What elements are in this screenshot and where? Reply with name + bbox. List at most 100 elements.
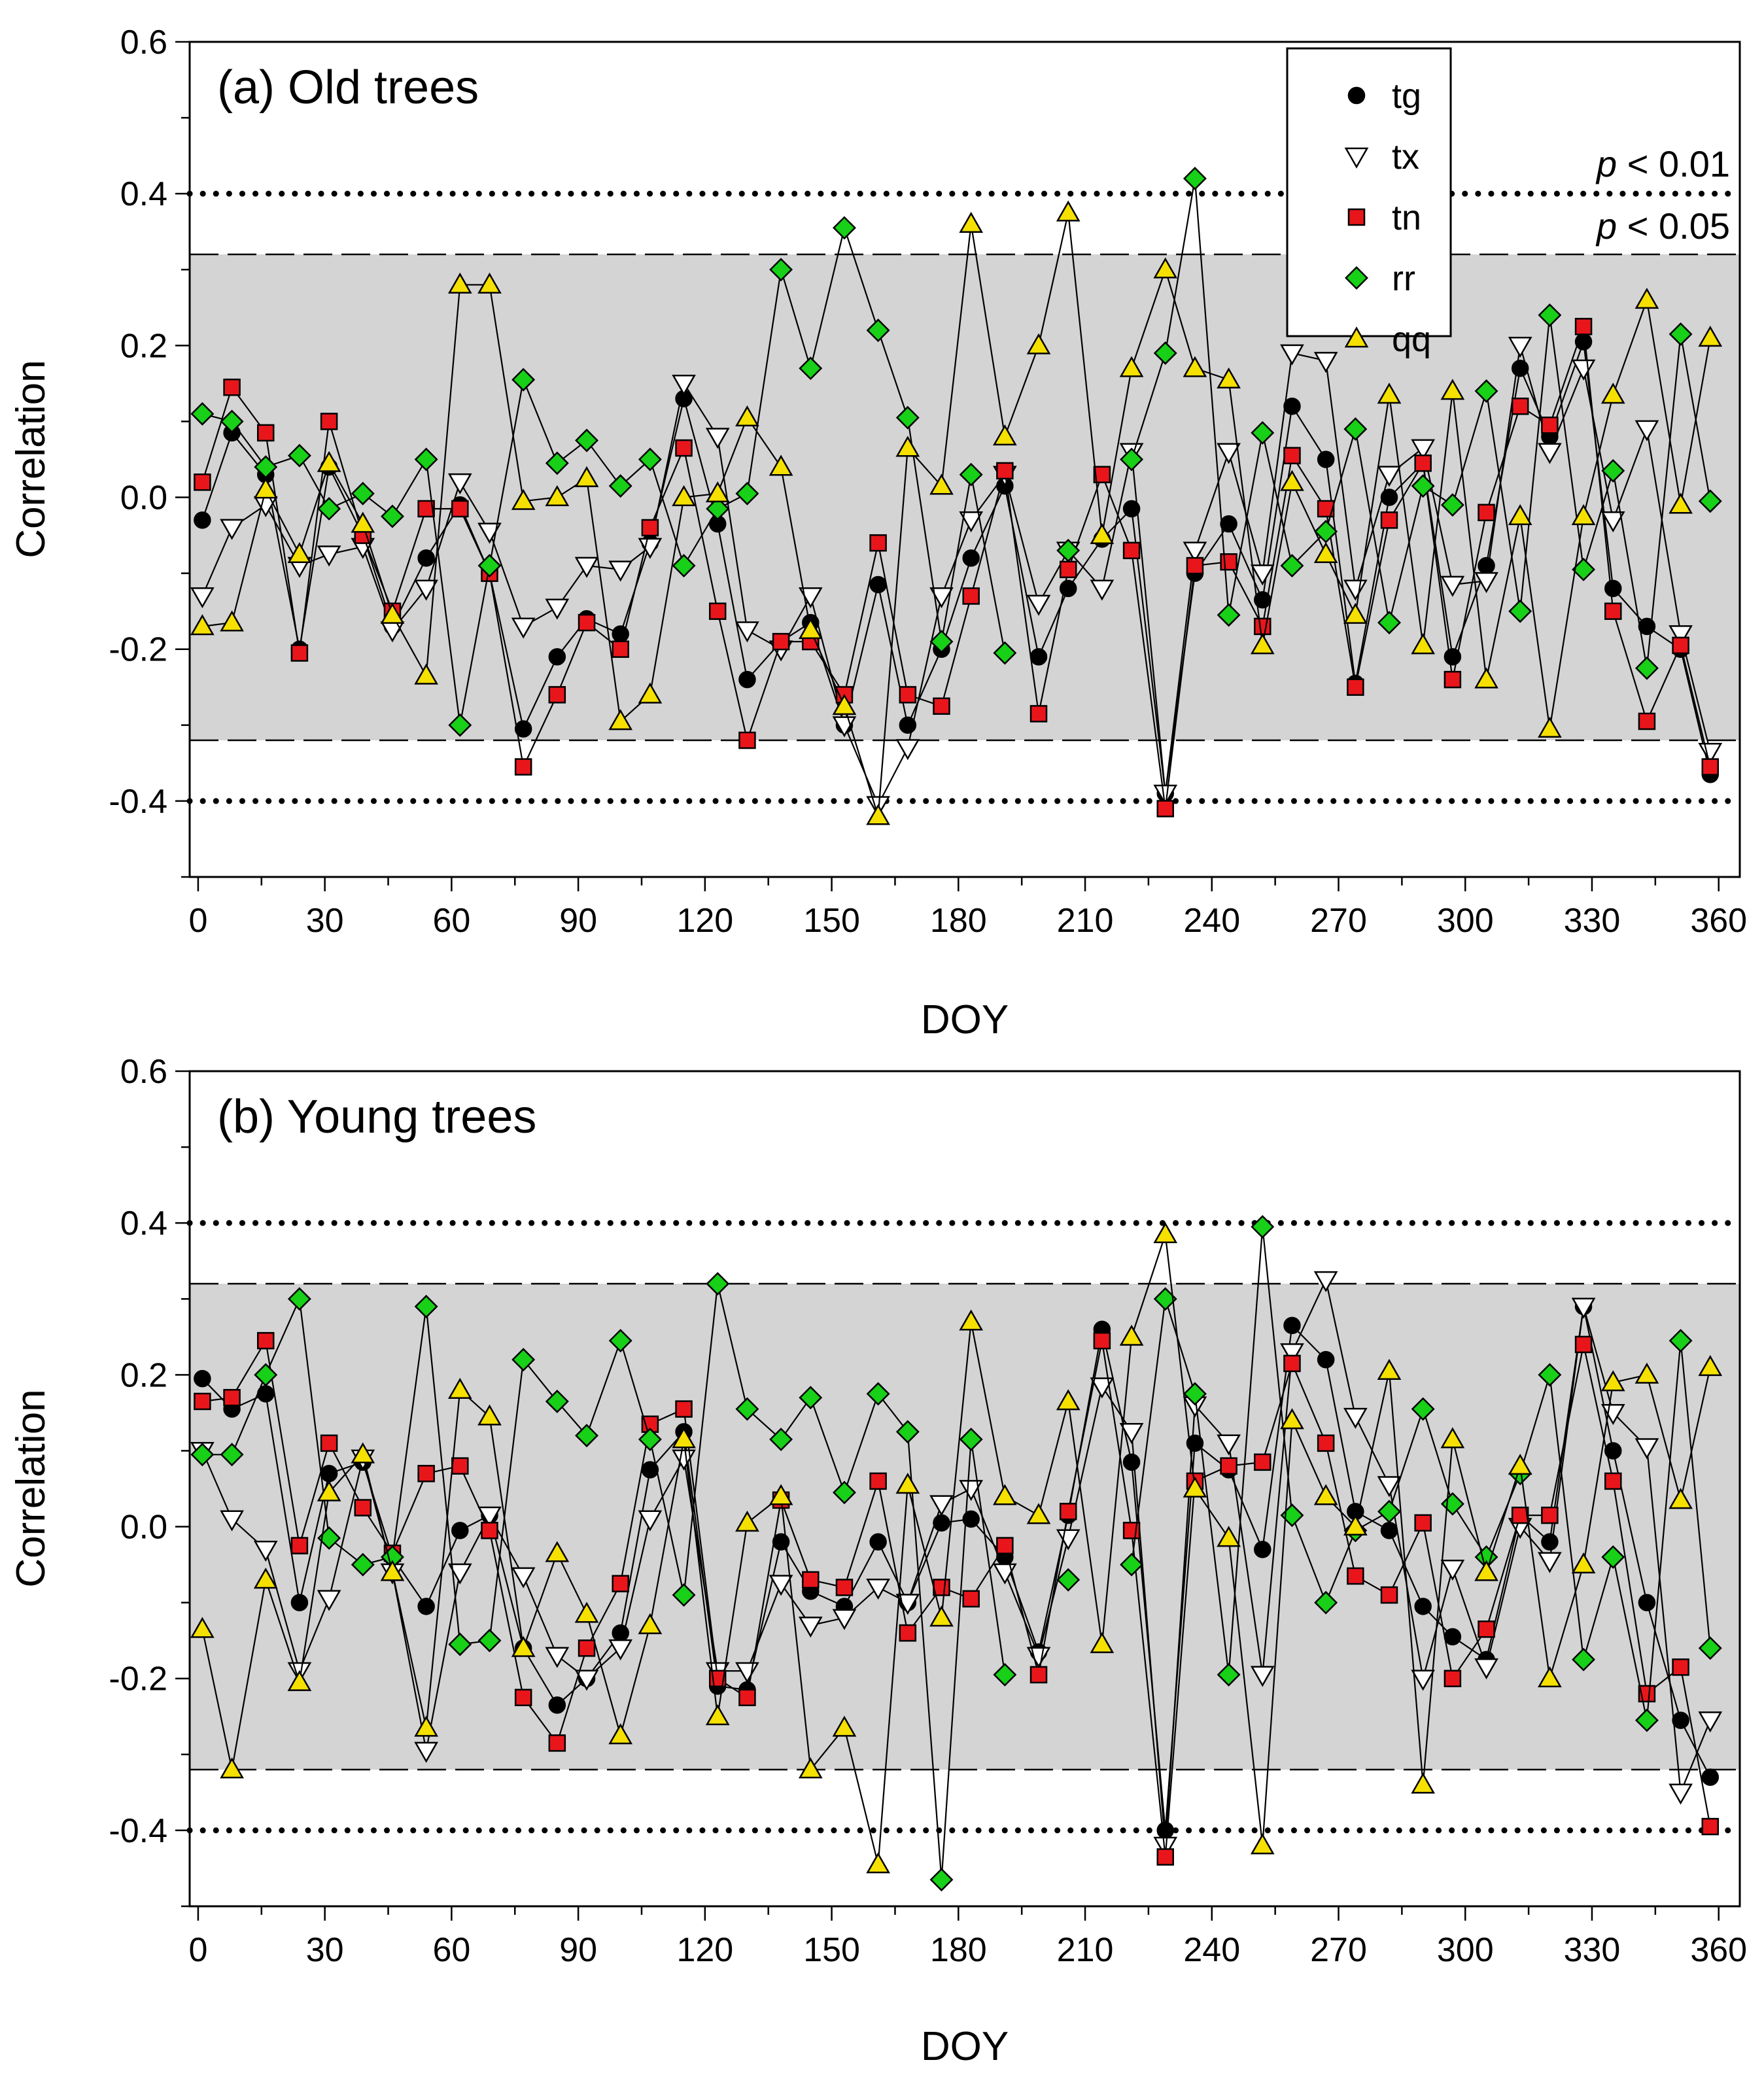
data-point-rr (832, 216, 856, 240)
y-tick-label: 0.4 (120, 175, 167, 213)
data-point-rr (832, 1481, 856, 1505)
data-point-tx (220, 519, 244, 540)
data-point-qq (447, 1377, 472, 1399)
data-point-rr (545, 451, 569, 475)
data-point-qq (1217, 1526, 1241, 1547)
data-point-qq (545, 1541, 570, 1562)
data-point-rr (1377, 1500, 1401, 1524)
data-point-qq (253, 477, 278, 499)
x-tick-label: 300 (1437, 902, 1494, 940)
x-tick-label: 180 (930, 1931, 987, 1969)
data-point-qq (545, 485, 570, 506)
data-point-tn (1444, 1670, 1462, 1687)
data-point-tn (835, 1579, 854, 1596)
data-point-tx (1217, 1434, 1241, 1456)
data-point-rr (190, 1443, 215, 1467)
data-point-rr (1056, 1568, 1081, 1592)
data-point-tn (1511, 397, 1529, 415)
data-point-rr (317, 496, 341, 521)
data-point-tx (1153, 1836, 1178, 1858)
data-point-qq (959, 1309, 984, 1331)
data-point-tn (1701, 1817, 1720, 1836)
data-point-tn (1156, 800, 1174, 817)
p001-label-p: p (1595, 143, 1617, 184)
data-point-tn (1380, 1586, 1398, 1604)
data-point-tx (1634, 420, 1659, 441)
data-point-tn (1574, 1335, 1593, 1354)
data-point-tx (1119, 1423, 1144, 1445)
data-point-rr (769, 258, 793, 282)
data-point-tx (769, 1575, 793, 1596)
data-point-tx (1250, 564, 1275, 586)
legend-marker-qq (1344, 326, 1369, 348)
data-point-tx (447, 1563, 472, 1585)
data-point-qq (1411, 1772, 1436, 1794)
data-point-tn (1380, 511, 1398, 529)
y-tick-label: 0.0 (120, 1509, 167, 1547)
data-point-tx (574, 557, 599, 578)
data-point-qq (1280, 470, 1304, 491)
data-point-qq (705, 1704, 730, 1726)
data-point-tn (1122, 541, 1141, 560)
data-point-rr (706, 496, 730, 521)
data-point-tn (1220, 553, 1237, 571)
data-point-qq (1090, 523, 1115, 544)
data-point-qq (1280, 1408, 1304, 1430)
data-point-tx (1538, 1552, 1562, 1573)
data-point-rr (1440, 493, 1464, 517)
p005-label-p: p (1595, 205, 1617, 247)
x-tick-label: 150 (803, 1931, 860, 1969)
data-point-tg (1186, 1434, 1204, 1452)
data-point-tx (608, 1639, 633, 1661)
data-point-tx (1669, 625, 1693, 647)
data-point-qq (895, 1472, 920, 1494)
x-tick-label: 270 (1310, 902, 1367, 940)
data-point-rr (735, 481, 759, 506)
data-point-qq (769, 1484, 793, 1505)
series-line-tx (201, 1277, 1711, 1846)
data-point-qq (380, 602, 405, 624)
data-point-qq (1153, 1222, 1178, 1243)
data-point-tn (1638, 712, 1656, 730)
data-point-rr (381, 504, 404, 528)
data-point-rr (608, 1329, 632, 1353)
data-point-rr (1411, 1397, 1435, 1421)
data-point-tg (962, 1510, 980, 1528)
plot-frame (188, 1070, 1741, 1908)
series-rr (190, 166, 1722, 737)
data-point-tx (866, 1579, 890, 1600)
legend-marker-tg (1347, 86, 1366, 105)
chart-panel-old-trees: 0 30 60 90 120 150 180 210 240 270 300 330 360 -0.4-… (9, 24, 1747, 1042)
data-point-tn (1414, 1514, 1432, 1532)
data-point-tg (194, 1369, 211, 1388)
significance-lines (186, 1220, 1743, 1834)
data-point-tn (514, 758, 532, 776)
p001-label: p < 0.01 (1595, 143, 1730, 184)
x-tick-label: 0 (188, 902, 207, 940)
data-point-rr (672, 554, 696, 577)
data-point-tn (1604, 1472, 1622, 1490)
data-point-rr (414, 1294, 438, 1318)
data-point-tx (1313, 352, 1338, 373)
data-point-tg (869, 575, 887, 594)
y-tick-label: 0.4 (120, 1205, 167, 1243)
data-point-tg (1380, 1522, 1398, 1539)
data-point-qq (414, 663, 438, 685)
data-point-tn (675, 439, 693, 457)
data-point-tn (869, 1472, 887, 1490)
data-point-qq (832, 1715, 857, 1737)
data-point-rr (1343, 417, 1368, 441)
data-point-tx (735, 621, 759, 643)
data-point-tn (738, 731, 756, 749)
data-point-qq (1313, 541, 1338, 564)
data-point-tx (959, 1480, 984, 1501)
data-point-tg (1029, 648, 1048, 666)
data-point-rr (287, 443, 311, 468)
data-point-qq (1440, 1427, 1465, 1449)
data-point-tn (578, 1639, 596, 1657)
data-point-tn (1347, 1567, 1364, 1585)
data-point-rr (1538, 303, 1562, 327)
data-point-rr (1669, 322, 1693, 346)
x-tick-label: 120 (676, 902, 733, 940)
